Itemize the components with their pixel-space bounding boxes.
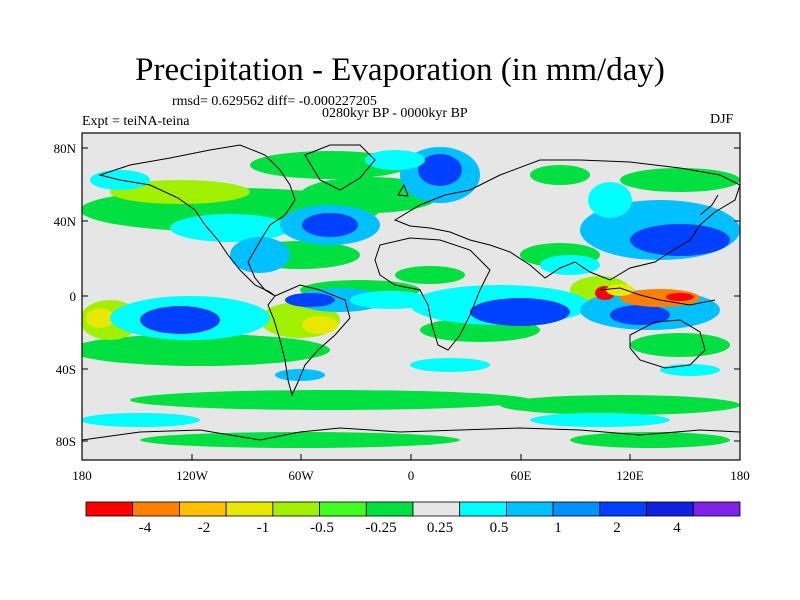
lat-tick-labels: 80N 40N 0 40S 80S — [54, 141, 77, 449]
colorbar-swatch — [599, 501, 647, 517]
lat-label: 80S — [56, 434, 76, 449]
colorbar-swatch — [319, 501, 367, 517]
negative-anomaly-regions — [82, 151, 740, 448]
colorbar-label: 0.25 — [427, 520, 453, 536]
anomaly-patch — [285, 293, 335, 307]
experiment-label: Expt = teiNA-teina — [82, 114, 190, 129]
colorbar-label: -0.25 — [365, 520, 396, 536]
colorbar-swatch — [506, 501, 554, 517]
lon-label: 120E — [616, 468, 644, 483]
anomaly-patch — [588, 182, 632, 218]
anomaly-patch — [365, 150, 425, 170]
lat-label: 40S — [56, 362, 76, 377]
lon-ticks — [81, 454, 741, 460]
lon-label: 0 — [408, 468, 415, 483]
lat-label: 0 — [70, 289, 77, 304]
map-field — [82, 133, 740, 460]
colorbar-label: 2 — [613, 520, 621, 536]
colorbar-swatch — [179, 501, 227, 517]
lat-label: 40N — [54, 214, 77, 229]
anomaly-patch — [230, 237, 290, 273]
lon-label: 120W — [176, 468, 209, 483]
colorbar-swatch — [225, 501, 274, 517]
coast-japan — [699, 194, 719, 216]
anomaly-patch — [630, 224, 730, 256]
lat-ticks — [82, 147, 740, 442]
anomaly-patch — [110, 180, 250, 204]
colorbar-label: -2 — [198, 520, 211, 536]
colorbar-swatch — [692, 501, 741, 517]
colorbar-label: 0.5 — [490, 520, 509, 536]
anomaly-patch — [570, 432, 730, 448]
coast-greenland — [304, 144, 376, 191]
coast-indonesia — [599, 287, 716, 306]
colorbar-swatch — [459, 501, 507, 517]
anomaly-patch — [302, 213, 358, 237]
plot-title: Precipitation - Evaporation (in mm/day) — [135, 52, 665, 88]
anomaly-patch — [500, 395, 740, 415]
anomaly-patch — [275, 369, 325, 381]
coast-australia — [629, 319, 706, 369]
anomaly-patch — [140, 432, 460, 448]
coast-north-america — [98, 144, 296, 297]
colorbar-label: -0.5 — [310, 520, 334, 536]
coast-eurasia — [393, 159, 740, 281]
anomaly-patch — [418, 154, 462, 186]
colorbar-swatch — [85, 501, 134, 517]
lon-tick-labels: 180 120W 60W 0 60E 120E 180 — [72, 468, 750, 483]
anomaly-patch — [540, 255, 600, 275]
colorbar-label: 1 — [554, 520, 562, 536]
anomaly-patch — [170, 214, 290, 242]
anomaly-patch — [660, 364, 720, 376]
colorbar-label: -4 — [139, 520, 152, 536]
anomaly-patch — [82, 334, 330, 366]
coast-south-america — [267, 284, 351, 397]
colorbar-swatch — [272, 501, 320, 517]
anomaly-patch — [395, 266, 465, 284]
colorbar-label: -1 — [257, 520, 270, 536]
time-period-label: 0280kyr BP - 0000kyr BP — [322, 106, 468, 121]
rmsd-diff-stats: rmsd= 0.629562 diff= -0.000227205 — [172, 94, 377, 109]
colorbar-swatch — [646, 501, 694, 517]
anomaly-patch — [140, 306, 220, 334]
colorbar-label: 4 — [673, 520, 681, 536]
anomaly-patch — [302, 316, 338, 334]
colorbar-swatch — [552, 501, 601, 517]
colorbar-swatch — [132, 501, 180, 517]
coast-antarctica — [82, 427, 740, 441]
season-label: DJF — [710, 112, 734, 127]
coastlines — [82, 144, 740, 441]
lon-label: 180 — [72, 468, 92, 483]
anomaly-patch — [606, 284, 634, 296]
coast-africa — [374, 237, 491, 351]
anomaly-patch — [410, 358, 490, 372]
anomaly-patch — [530, 165, 590, 185]
positive-anomaly-regions — [82, 147, 740, 427]
lon-label: 60W — [288, 468, 314, 483]
anomaly-patch — [630, 333, 730, 357]
colorbar-labels: -4 -2 -1 -0.5 -0.25 0.25 0.5 1 2 4 — [139, 520, 682, 536]
anomaly-patch — [666, 293, 694, 301]
anomaly-patch — [610, 305, 670, 325]
lon-label: 180 — [730, 468, 750, 483]
anomaly-patch — [82, 413, 200, 427]
colorbar-swatch — [365, 501, 414, 517]
anomaly-patch — [130, 390, 530, 410]
anomaly-patch — [470, 298, 570, 326]
colorbar-swatch — [412, 501, 461, 517]
lat-label: 80N — [54, 141, 77, 156]
anomaly-patch — [620, 168, 740, 192]
anomaly-patch — [86, 308, 114, 328]
anomaly-patch — [530, 413, 670, 427]
colorbar — [85, 501, 741, 517]
lon-label: 60E — [511, 468, 532, 483]
anomaly-patch — [350, 291, 430, 309]
coast-uk — [397, 183, 409, 197]
